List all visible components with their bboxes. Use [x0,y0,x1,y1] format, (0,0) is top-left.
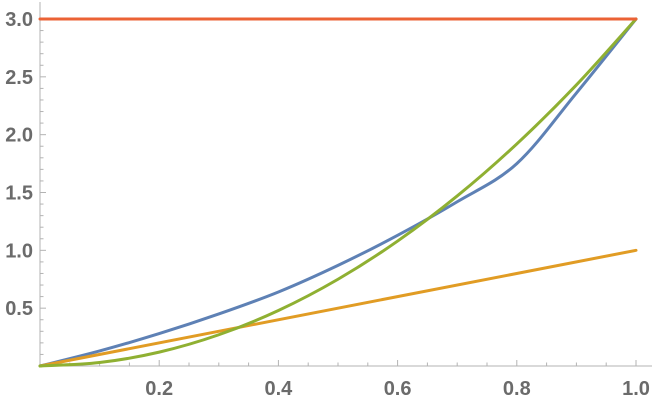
x-tick-label: 1.0 [622,378,650,400]
y-tick-label: 2.0 [5,125,33,147]
tick-labels: 0.2 0.4 0.6 0.8 1.0 0.5 1.0 1.5 2.0 2.5 3.0 [5,9,650,400]
x-tick-label: 0.4 [264,378,293,400]
x-tick-label: 0.2 [145,378,173,400]
series-line-2 [38,248,638,368]
series-line-1 [38,17,638,368]
axes [39,2,652,367]
series-line-3 [38,17,638,368]
tick-marks [40,18,637,366]
series-lines [38,17,638,368]
y-tick-label: 0.5 [5,298,33,320]
x-tick-label: 0.8 [503,378,531,400]
x-tick-label: 0.6 [384,378,412,400]
y-tick-label: 1.0 [5,240,33,262]
y-tick-label: 3.0 [5,9,33,31]
y-tick-label: 1.5 [5,183,33,205]
y-tick-label: 2.5 [5,67,33,89]
